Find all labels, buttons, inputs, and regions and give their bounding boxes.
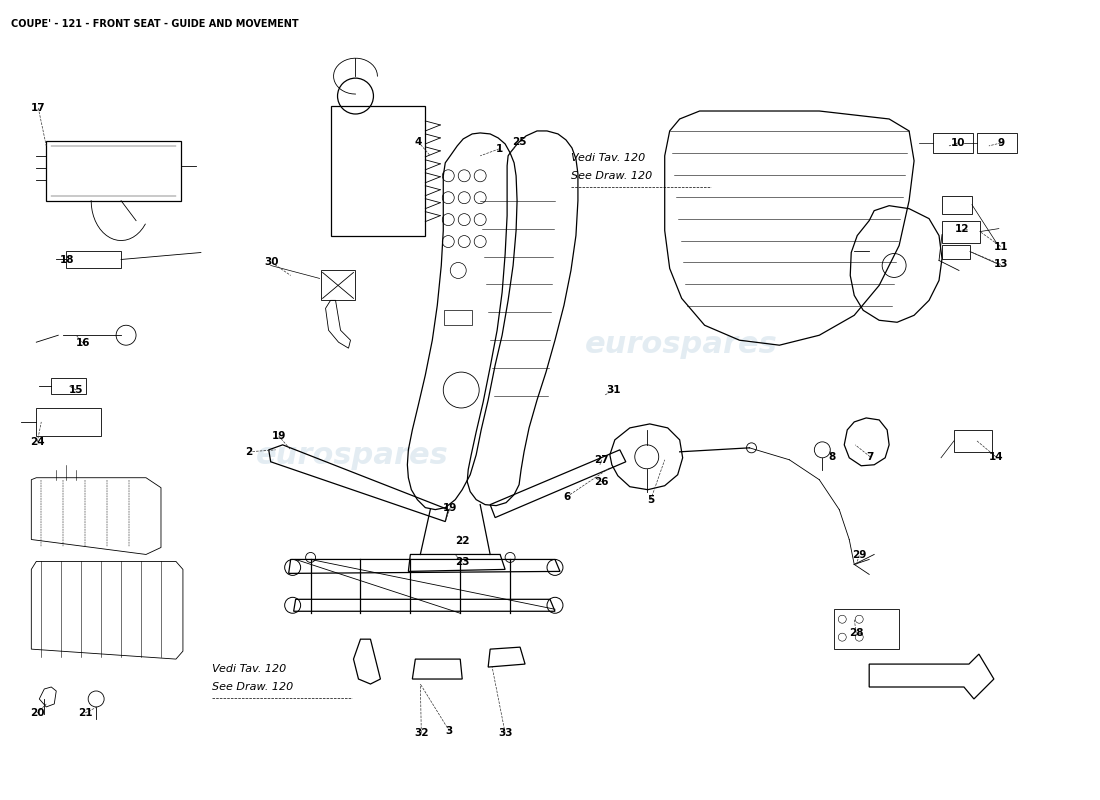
Text: 3: 3	[446, 726, 453, 736]
Text: 7: 7	[867, 452, 873, 462]
Text: 17: 17	[31, 103, 45, 113]
Bar	[331, 106, 426, 235]
Text: 29: 29	[852, 550, 867, 561]
Text: 22: 22	[455, 535, 470, 546]
Text: 6: 6	[563, 492, 571, 502]
Text: 4: 4	[415, 137, 422, 147]
Text: Vedi Tav. 120: Vedi Tav. 120	[571, 153, 646, 163]
Bar	[977, 133, 1016, 153]
Bar	[320, 270, 355, 300]
Text: 5: 5	[647, 494, 654, 505]
Bar	[942, 221, 980, 242]
Bar	[942, 196, 972, 214]
Bar	[52, 378, 86, 394]
Bar	[954, 430, 992, 452]
Text: 14: 14	[989, 452, 1003, 462]
Text: eurospares: eurospares	[256, 442, 449, 470]
Text: 10: 10	[950, 138, 965, 148]
Text: 16: 16	[76, 338, 90, 348]
Bar	[942, 245, 970, 259]
Text: 20: 20	[30, 708, 44, 718]
Text: 1: 1	[495, 144, 503, 154]
Text: 21: 21	[78, 708, 92, 718]
Bar	[444, 310, 472, 326]
Text: 9: 9	[998, 138, 1004, 148]
Text: 33: 33	[498, 728, 513, 738]
Text: 12: 12	[955, 223, 969, 234]
Bar	[36, 408, 101, 436]
Text: 31: 31	[606, 385, 621, 395]
Text: 32: 32	[414, 728, 429, 738]
Text: 26: 26	[595, 477, 609, 486]
Text: 19: 19	[443, 502, 458, 513]
Text: 24: 24	[30, 437, 45, 447]
Text: 11: 11	[993, 242, 1008, 251]
Text: 8: 8	[828, 452, 836, 462]
Text: Vedi Tav. 120: Vedi Tav. 120	[212, 664, 286, 674]
Text: 18: 18	[60, 255, 75, 266]
Text: 30: 30	[264, 258, 279, 267]
Text: 25: 25	[512, 137, 526, 147]
Text: COUPE' - 121 - FRONT SEAT - GUIDE AND MOVEMENT: COUPE' - 121 - FRONT SEAT - GUIDE AND MO…	[11, 19, 299, 30]
Bar	[933, 133, 972, 153]
Text: See Draw. 120: See Draw. 120	[212, 682, 293, 692]
Bar	[66, 250, 121, 269]
Text: 28: 28	[849, 628, 864, 638]
Text: 13: 13	[993, 259, 1008, 270]
Text: See Draw. 120: See Draw. 120	[571, 170, 652, 181]
Text: 23: 23	[455, 558, 470, 567]
Text: 19: 19	[272, 431, 286, 441]
Bar	[834, 610, 899, 649]
Text: eurospares: eurospares	[585, 330, 778, 358]
Polygon shape	[869, 654, 994, 699]
Text: 27: 27	[595, 454, 609, 465]
Bar	[46, 141, 180, 201]
Text: 2: 2	[245, 447, 252, 457]
Text: 15: 15	[69, 385, 84, 395]
